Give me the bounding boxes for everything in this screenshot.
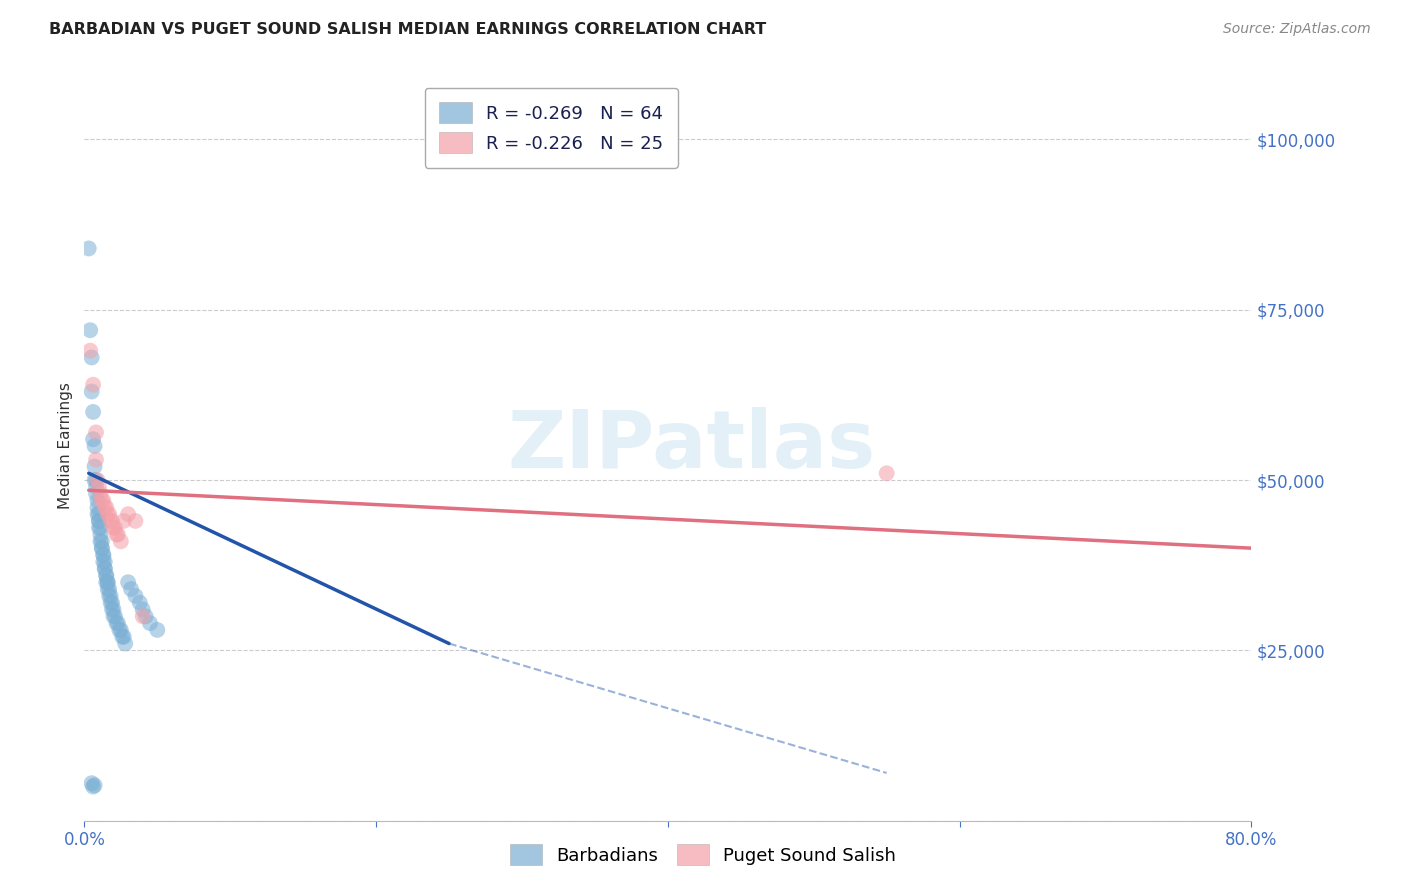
Point	[876, 467, 898, 481]
Point	[91, 555, 114, 569]
Point	[94, 561, 117, 575]
Point	[98, 589, 121, 603]
Point	[89, 527, 111, 541]
Point	[84, 425, 107, 440]
Point	[104, 521, 127, 535]
Point	[89, 486, 111, 500]
Point	[80, 776, 103, 790]
Text: ZIPatlas: ZIPatlas	[508, 407, 876, 485]
Point	[107, 616, 129, 631]
Point	[146, 623, 169, 637]
Point	[84, 452, 107, 467]
Point	[97, 582, 120, 596]
Point	[132, 602, 155, 616]
Text: Source: ZipAtlas.com: Source: ZipAtlas.com	[1223, 22, 1371, 37]
Point	[101, 596, 124, 610]
Point	[90, 541, 112, 556]
Point	[103, 521, 125, 535]
Point	[90, 493, 112, 508]
Point	[97, 575, 120, 590]
Point	[86, 493, 108, 508]
Point	[79, 323, 101, 337]
Point	[112, 630, 135, 644]
Point	[84, 486, 107, 500]
Point	[96, 568, 118, 582]
Point	[82, 780, 104, 794]
Point	[91, 548, 114, 562]
Point	[83, 459, 105, 474]
Point	[84, 473, 107, 487]
Point	[89, 521, 111, 535]
Point	[117, 575, 139, 590]
Point	[112, 514, 135, 528]
Point	[110, 534, 132, 549]
Point	[120, 582, 142, 596]
Point	[98, 507, 121, 521]
Point	[124, 514, 146, 528]
Point	[80, 351, 103, 365]
Point	[100, 589, 122, 603]
Point	[111, 630, 134, 644]
Point	[82, 432, 104, 446]
Point	[139, 616, 162, 631]
Point	[86, 500, 108, 515]
Text: BARBADIAN VS PUGET SOUND SALISH MEDIAN EARNINGS CORRELATION CHART: BARBADIAN VS PUGET SOUND SALISH MEDIAN E…	[49, 22, 766, 37]
Point	[96, 575, 118, 590]
Point	[96, 568, 118, 582]
Point	[100, 514, 122, 528]
Point	[90, 541, 112, 556]
Point	[87, 480, 110, 494]
Point	[107, 527, 129, 541]
Point	[94, 555, 117, 569]
Point	[101, 514, 124, 528]
Legend: R = -0.269   N = 64, R = -0.226   N = 25: R = -0.269 N = 64, R = -0.226 N = 25	[425, 88, 678, 168]
Point	[101, 602, 124, 616]
Point	[98, 582, 121, 596]
Point	[87, 507, 110, 521]
Point	[91, 548, 114, 562]
Point	[86, 473, 108, 487]
Point	[77, 242, 100, 256]
Point	[114, 636, 136, 650]
Point	[124, 589, 146, 603]
Point	[87, 514, 110, 528]
Point	[83, 439, 105, 453]
Point	[100, 596, 122, 610]
Point	[103, 609, 125, 624]
Point	[94, 561, 117, 575]
Point	[96, 500, 118, 515]
Point	[83, 473, 105, 487]
Point	[97, 575, 120, 590]
Point	[80, 384, 103, 399]
Point	[108, 623, 131, 637]
Point	[128, 596, 150, 610]
Point	[91, 493, 114, 508]
Point	[83, 778, 105, 792]
Point	[90, 534, 112, 549]
Point	[135, 609, 157, 624]
Point	[94, 500, 117, 515]
Point	[89, 534, 111, 549]
Point	[82, 405, 104, 419]
Point	[87, 521, 110, 535]
Point	[97, 507, 120, 521]
Point	[84, 480, 107, 494]
Point	[104, 609, 127, 624]
Point	[132, 609, 155, 624]
Point	[103, 602, 125, 616]
Point	[105, 527, 128, 541]
Point	[82, 377, 104, 392]
Y-axis label: Median Earnings: Median Earnings	[58, 383, 73, 509]
Point	[87, 514, 110, 528]
Legend: Barbadians, Puget Sound Salish: Barbadians, Puget Sound Salish	[501, 835, 905, 874]
Point	[79, 343, 101, 358]
Point	[117, 507, 139, 521]
Point	[110, 623, 132, 637]
Point	[86, 507, 108, 521]
Point	[105, 616, 128, 631]
